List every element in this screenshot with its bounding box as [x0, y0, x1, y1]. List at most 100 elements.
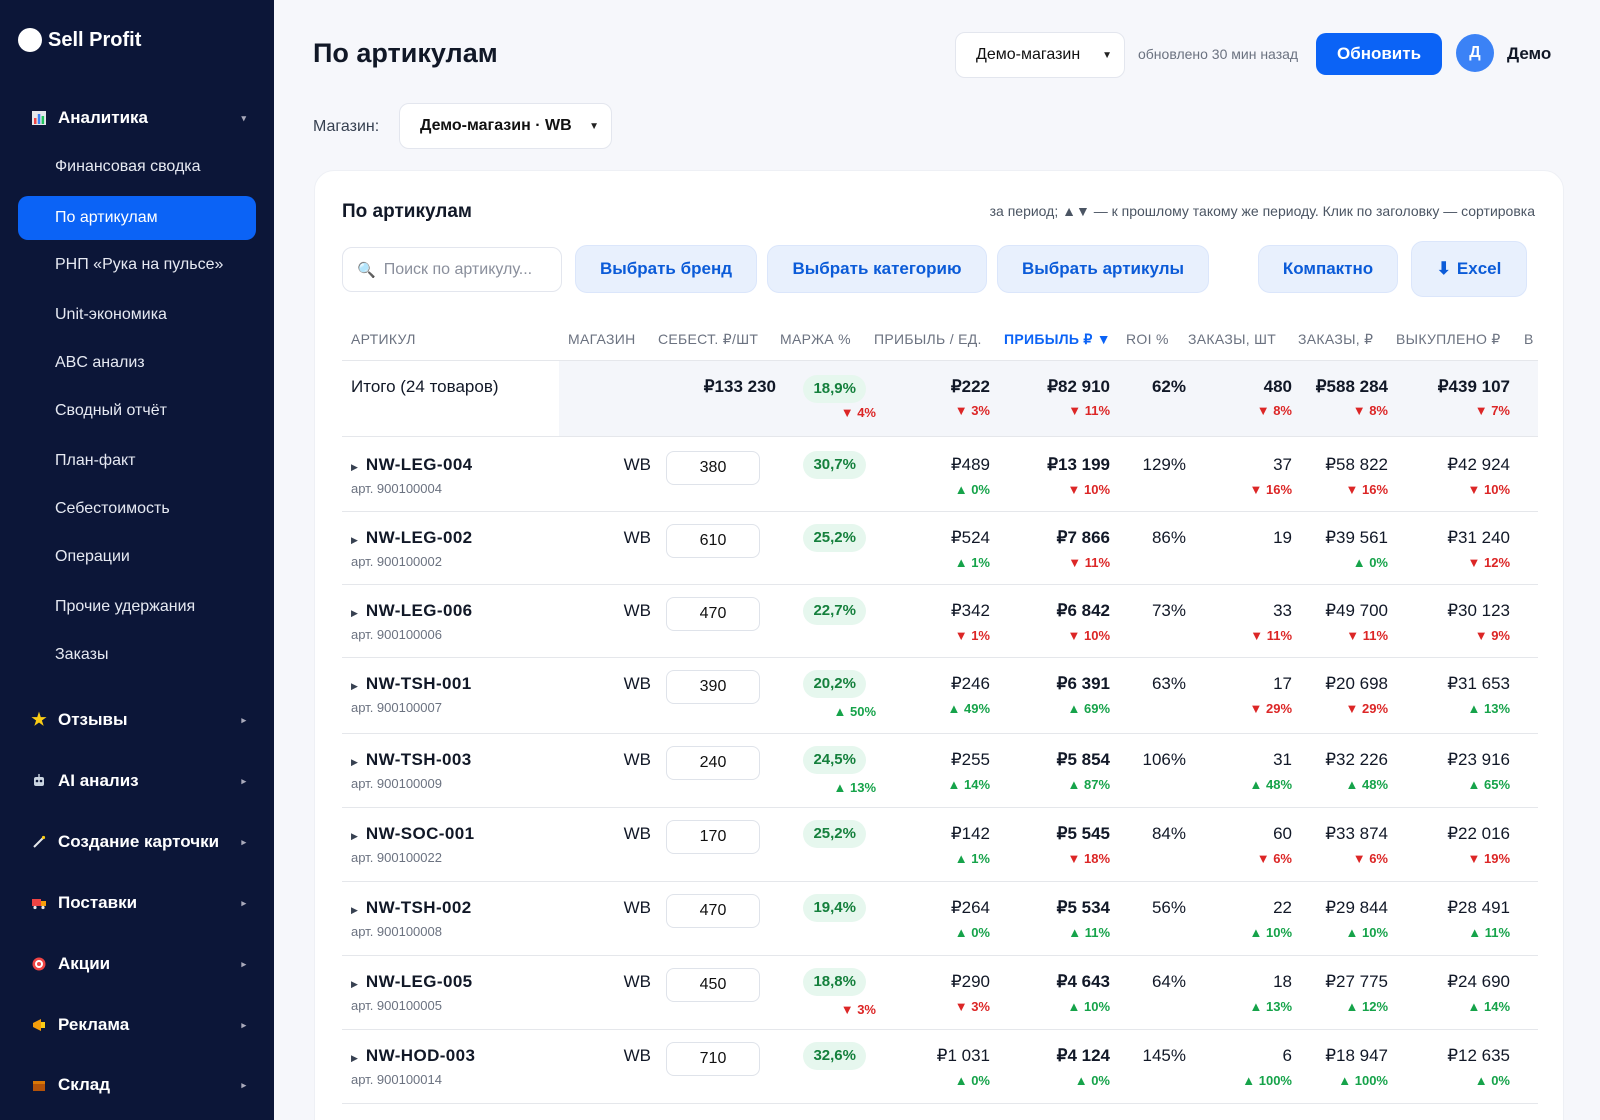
sidebar-item-summary-report[interactable]: Сводный отчёт: [55, 402, 167, 419]
bought: ₽31 240: [1447, 528, 1510, 547]
col-margin[interactable]: МАРЖА %: [780, 331, 851, 347]
sidebar-group-label: AI анализ: [58, 771, 139, 790]
col-more[interactable]: В: [1524, 331, 1534, 347]
user-name[interactable]: Демо: [1507, 44, 1552, 63]
compact-button[interactable]: Компактно: [1258, 245, 1398, 293]
sidebar-item-plan-fact[interactable]: План-факт: [55, 452, 136, 469]
store-filter-label: Магазин:: [313, 118, 380, 135]
orders-rub: ₽29 844: [1325, 898, 1388, 917]
col-profit[interactable]: ПРИБЫЛЬ ₽ ▼: [1004, 331, 1111, 347]
sidebar-group-promotions[interactable]: Акции ▸: [30, 954, 246, 974]
chevron-right-icon: ▸: [241, 836, 246, 847]
expand-triangle-icon[interactable]: ▶: [351, 757, 358, 767]
sidebar-group-supplies[interactable]: Поставки ▸: [30, 893, 246, 913]
chevron-right-icon: ▸: [241, 1019, 246, 1030]
expand-triangle-icon[interactable]: ▶: [351, 1053, 358, 1063]
article-cell: ▶ NW-LEG-004: [351, 455, 473, 475]
table-row[interactable]: ▶ NW-SOC-001 арт. 900100022 WB 170 25,2% …: [342, 808, 1538, 882]
sidebar-group-ads[interactable]: Реклама ▸: [30, 1015, 246, 1035]
sidebar-group-card-creation[interactable]: Создание карточки ▸: [30, 832, 246, 852]
profit: ₽4 124: [1056, 1046, 1110, 1065]
excel-button[interactable]: ⬇ Excel: [1411, 241, 1527, 297]
expand-triangle-icon[interactable]: ▶: [351, 979, 358, 989]
col-profit-per-unit[interactable]: ПРИБЫЛЬ / ЕД.: [874, 331, 982, 347]
article-cell: ▶ NW-TSH-003: [351, 750, 472, 770]
sidebar-item-other-deductions[interactable]: Прочие удержания: [55, 598, 196, 615]
table-row[interactable]: ▶ NW-LEG-006 арт. 900100006 WB 470 22,7% …: [342, 585, 1538, 658]
orders-rub-delta: ▼ 11%: [1346, 628, 1388, 643]
sidebar-item-by-articles[interactable]: По артикулам: [18, 196, 256, 240]
col-roi[interactable]: ROI %: [1126, 331, 1169, 347]
article-cell: ▶ NW-HOD-003: [351, 1046, 475, 1066]
table-row[interactable]: ▶ NW-LEG-004 арт. 900100004 WB 380 30,7% …: [342, 439, 1538, 512]
brand-logo[interactable]: Sell Profit: [18, 28, 141, 52]
sidebar-item-cost[interactable]: Себестоимость: [55, 500, 170, 517]
cost-input[interactable]: 450: [666, 968, 760, 1002]
expand-triangle-icon[interactable]: ▶: [351, 608, 358, 618]
col-bought[interactable]: ВЫКУПЛЕНО ₽: [1396, 331, 1501, 347]
cost-input[interactable]: 380: [666, 451, 760, 485]
store-filter-select[interactable]: Демо-магазин · WB ▼: [399, 103, 612, 149]
sidebar-item-orders[interactable]: Заказы: [55, 646, 109, 663]
sidebar-group-label: Склад: [58, 1075, 111, 1094]
expand-triangle-icon[interactable]: ▶: [351, 831, 358, 841]
select-articles-button[interactable]: Выбрать артикулы: [997, 245, 1209, 293]
cost-input[interactable]: 470: [666, 894, 760, 928]
cost-input[interactable]: 240: [666, 746, 760, 780]
table-row[interactable]: ▶ NW-LEG-005 арт. 900100005 WB 450 18,8% …: [342, 956, 1538, 1030]
sidebar-group-warehouse[interactable]: Склад ▸: [30, 1075, 246, 1095]
margin-badge: 30,7%: [803, 451, 866, 479]
cost-input[interactable]: 170: [666, 820, 760, 854]
col-cost[interactable]: СЕБЕСТ. ₽/ШТ: [658, 331, 759, 347]
refresh-button[interactable]: Обновить: [1316, 33, 1442, 75]
profit-delta: ▼ 10%: [1067, 482, 1111, 497]
shop-cell: WB: [623, 824, 651, 843]
select-category-button[interactable]: Выбрать категорию: [767, 245, 987, 293]
roi: 73%: [1151, 601, 1186, 620]
roi: 63%: [1151, 674, 1186, 693]
expand-triangle-icon[interactable]: ▶: [351, 905, 358, 915]
sidebar-item-financial-summary[interactable]: Финансовая сводка: [55, 158, 201, 175]
select-brand-button[interactable]: Выбрать бренд: [575, 245, 757, 293]
sidebar-item-unit-economics[interactable]: Unit-экономика: [55, 306, 167, 323]
roi: 106%: [1142, 750, 1186, 769]
sidebar-group-reviews[interactable]: ★ Отзывы ▸: [30, 710, 246, 730]
orders-qty: 18: [1273, 972, 1292, 991]
profit-delta: ▲ 11%: [1068, 925, 1110, 940]
cost-input[interactable]: 610: [666, 524, 760, 558]
expand-triangle-icon[interactable]: ▶: [351, 681, 358, 691]
cost-input[interactable]: 710: [666, 1042, 760, 1076]
cost-input[interactable]: 470: [666, 597, 760, 631]
search-input[interactable]: 🔍 Поиск по артикулу...: [342, 247, 562, 292]
shop-select[interactable]: Демо-магазин ▼: [955, 32, 1125, 78]
total-profit-delta: ▼ 11%: [1068, 403, 1110, 418]
table-row[interactable]: ▶ NW-TSH-001 арт. 900100007 WB 390 20,2% …: [342, 658, 1538, 734]
col-shop[interactable]: МАГАЗИН: [568, 331, 636, 347]
margin-badge: 22,7%: [803, 597, 866, 625]
table-row[interactable]: ▶ NW-LEG-002 арт. 900100002 WB 610 25,2% …: [342, 512, 1538, 585]
sidebar-group-ai[interactable]: AI анализ ▸: [30, 771, 246, 791]
bought: ₽22 016: [1447, 824, 1510, 843]
profit-per-unit-delta: ▼ 1%: [954, 628, 990, 643]
sidebar-item-rnp[interactable]: РНП «Рука на пульсе»: [55, 256, 224, 273]
article-cell: ▶ NW-TSH-001: [351, 674, 472, 694]
sidebar-item-operations[interactable]: Операции: [55, 548, 130, 565]
margin-delta: ▼ 3%: [840, 1002, 876, 1017]
expand-triangle-icon[interactable]: ▶: [351, 462, 358, 472]
table-row[interactable]: ▶ NW-HOD-003 арт. 900100014 WB 710 32,6% …: [342, 1030, 1538, 1104]
sidebar-item-abc[interactable]: ABC анализ: [55, 354, 145, 371]
col-orders-qty[interactable]: ЗАКАЗЫ, ШТ: [1188, 331, 1277, 347]
cost-input[interactable]: 390: [666, 670, 760, 704]
total-orders-delta: ▼ 8%: [1256, 403, 1292, 418]
sidebar-group-analytics[interactable]: Аналитика ▾: [30, 108, 246, 128]
orders-rub: ₽58 822: [1325, 455, 1388, 474]
table-row[interactable]: ▶ NW-TSH-003 арт. 900100009 WB 240 24,5% …: [342, 734, 1538, 808]
table-row[interactable]: ▶ NW-TSH-002 арт. 900100008 WB 470 19,4% …: [342, 882, 1538, 956]
article-number: арт. 900100002: [351, 554, 442, 569]
expand-triangle-icon[interactable]: ▶: [351, 535, 358, 545]
bought: ₽24 690: [1447, 972, 1510, 991]
orders-rub-delta: ▲ 12%: [1345, 999, 1389, 1014]
col-article[interactable]: АРТИКУЛ: [351, 331, 416, 347]
avatar[interactable]: Д: [1456, 34, 1494, 72]
col-orders-rub[interactable]: ЗАКАЗЫ, ₽: [1298, 331, 1374, 347]
